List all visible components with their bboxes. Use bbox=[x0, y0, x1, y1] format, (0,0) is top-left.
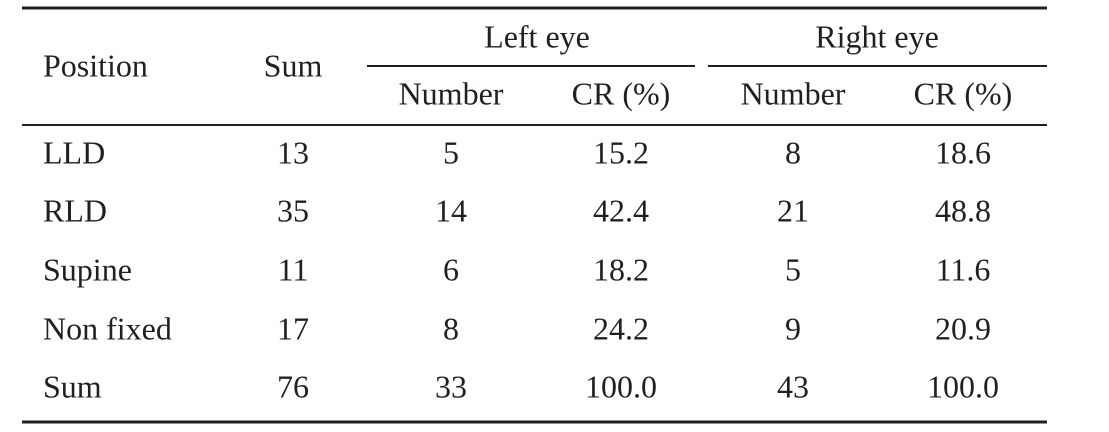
cell: 13 bbox=[277, 134, 309, 170]
subheader-cell: Number bbox=[399, 75, 504, 111]
cell: 18.2 bbox=[593, 251, 649, 287]
cell: 5 bbox=[443, 134, 459, 170]
subheader-cell: Number bbox=[741, 75, 846, 111]
row-label: Supine bbox=[43, 251, 132, 287]
cell: 24.2 bbox=[593, 310, 649, 346]
cell: 43 bbox=[777, 368, 809, 404]
subheader-cell: CR (%) bbox=[572, 75, 671, 111]
cell: 76 bbox=[277, 368, 309, 404]
row-label: Sum bbox=[43, 368, 102, 404]
subheader-cell: CR (%) bbox=[914, 75, 1013, 111]
cell: 8 bbox=[785, 134, 801, 170]
row-label: Non fixed bbox=[43, 310, 172, 346]
cell: 5 bbox=[785, 251, 801, 287]
cell: 18.6 bbox=[935, 134, 991, 170]
cell: 15.2 bbox=[593, 134, 649, 170]
header-cell: Sum bbox=[264, 47, 323, 83]
cell: 17 bbox=[277, 310, 309, 346]
cell: 35 bbox=[277, 192, 309, 228]
row-label: LLD bbox=[43, 134, 105, 170]
cell: 33 bbox=[435, 368, 467, 404]
cell: 48.8 bbox=[935, 192, 991, 228]
cell: 8 bbox=[443, 310, 459, 346]
row-label: RLD bbox=[43, 192, 107, 228]
cell: 11 bbox=[278, 251, 309, 287]
cell: 100.0 bbox=[585, 368, 657, 404]
cell: 21 bbox=[777, 192, 809, 228]
cell: 100.0 bbox=[927, 368, 999, 404]
header-cell: Position bbox=[43, 47, 148, 83]
group-header: Right eye bbox=[815, 18, 939, 54]
cell: 11.6 bbox=[936, 251, 991, 287]
cell: 9 bbox=[785, 310, 801, 346]
cell: 20.9 bbox=[935, 310, 991, 346]
group-header: Left eye bbox=[484, 18, 590, 54]
cell: 6 bbox=[443, 251, 459, 287]
cell: 14 bbox=[435, 192, 467, 228]
cell: 42.4 bbox=[593, 192, 649, 228]
